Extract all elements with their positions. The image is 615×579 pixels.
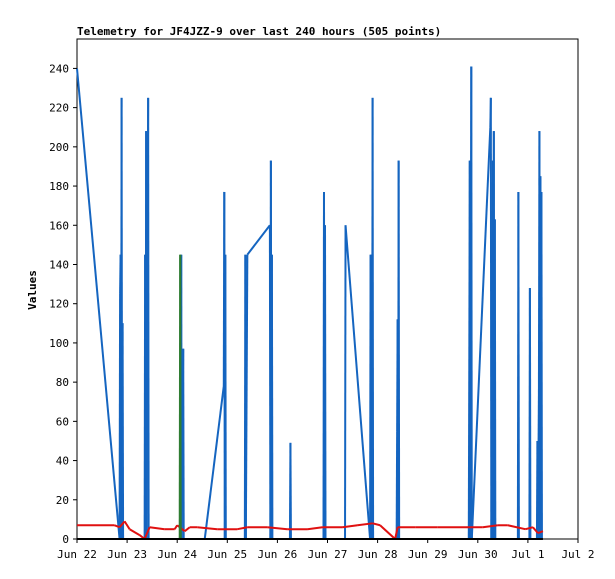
series-red-segment <box>114 524 120 529</box>
series-red <box>77 520 544 540</box>
series-red-segment <box>379 524 396 540</box>
series-blue-segment <box>324 225 327 540</box>
series-blue-segment <box>344 225 347 540</box>
y-tick-label: 0 <box>62 533 69 546</box>
series-layer <box>76 66 544 540</box>
series-blue-segment <box>121 323 125 540</box>
series-blue <box>76 66 543 540</box>
series-red-segment <box>307 526 323 531</box>
y-axis-ticks: 0 20 40 60 80 100 120 140 160 180 200 220 240 <box>49 62 77 546</box>
series-blue-segment <box>245 254 249 441</box>
x-tick-label: Jun 22 <box>57 548 97 561</box>
series-red-segment <box>123 520 131 530</box>
series-blue-segment <box>147 97 150 540</box>
series-red-segment <box>394 527 399 540</box>
y-tick-label: 180 <box>49 180 69 193</box>
series-blue-segment <box>536 391 540 540</box>
plot-area-frame <box>76 38 579 540</box>
y-tick-label: 100 <box>49 337 69 350</box>
series-blue-segment <box>371 97 375 540</box>
series-blue-segment <box>203 385 225 540</box>
y-tick-label: 160 <box>49 219 69 232</box>
series-red-segment <box>129 528 141 536</box>
x-axis-ticks: Jun 22 Jun 23 Jun 24 Jun 25 Jun 26 Jun 27 Jun … <box>57 539 595 561</box>
y-tick-label: 20 <box>56 494 69 507</box>
y-tick-label: 80 <box>56 376 69 389</box>
x-tick-label: Jul 2 <box>561 548 594 561</box>
series-blue-segment <box>397 160 401 540</box>
x-tick-label: Jun 23 <box>107 548 147 561</box>
series-blue-segment <box>289 442 292 540</box>
x-tick-label: Jun 26 <box>258 548 298 561</box>
series-blue-segment <box>76 68 121 540</box>
series-red-segment <box>525 526 534 531</box>
series-blue-segment <box>244 440 248 540</box>
y-tick-label: 240 <box>49 62 69 75</box>
x-tick-label: Jun 30 <box>458 548 498 561</box>
y-tick-label: 140 <box>49 258 69 271</box>
series-red-segment <box>184 526 191 532</box>
series-green <box>178 254 182 540</box>
y-tick-label: 120 <box>49 298 69 311</box>
series-red-segment <box>507 524 526 531</box>
series-red-segment <box>537 530 544 535</box>
series-blue-segment <box>224 254 227 540</box>
series-green-segment <box>179 254 182 540</box>
series-red-segment <box>237 526 248 531</box>
series-blue-segment <box>493 219 497 540</box>
series-red-segment <box>532 526 539 534</box>
series-blue-segment <box>344 225 372 540</box>
y-tick-label: 200 <box>49 141 69 154</box>
series-red-segment <box>342 524 358 529</box>
series-red-segment <box>181 528 186 532</box>
y-tick-label: 40 <box>56 455 69 468</box>
series-blue-segment <box>540 191 543 540</box>
series-red-segment <box>143 526 151 540</box>
series-red-segment <box>482 524 498 529</box>
series-blue-segment <box>246 224 271 256</box>
y-tick-label: 220 <box>49 102 69 115</box>
series-blue-segment <box>270 254 274 540</box>
y-axis-label: Values <box>26 270 39 310</box>
series-red-segment <box>357 522 373 527</box>
series-red-segment <box>118 520 126 528</box>
series-blue-segment <box>470 66 473 540</box>
series-red-segment <box>267 526 288 531</box>
series-blue-segment <box>470 127 492 540</box>
x-tick-label: Jun 25 <box>207 548 247 561</box>
y-tick-label: 60 <box>56 415 69 428</box>
series-red-segment <box>197 526 218 531</box>
series-red-segment <box>149 526 165 531</box>
series-blue-segment <box>528 288 532 540</box>
x-tick-label: Jun 27 <box>308 548 348 561</box>
series-blue-segment <box>182 348 185 540</box>
x-tick-label: Jun 28 <box>358 548 398 561</box>
chart-title: Telemetry for JF4JZZ-9 over last 240 hou… <box>77 25 441 38</box>
series-blue-segment <box>517 191 520 540</box>
series-red-segment <box>372 522 381 527</box>
x-tick-label: Jun 24 <box>157 548 197 561</box>
x-tick-label: Jun 29 <box>408 548 448 561</box>
x-tick-label: Jul 1 <box>511 548 544 561</box>
